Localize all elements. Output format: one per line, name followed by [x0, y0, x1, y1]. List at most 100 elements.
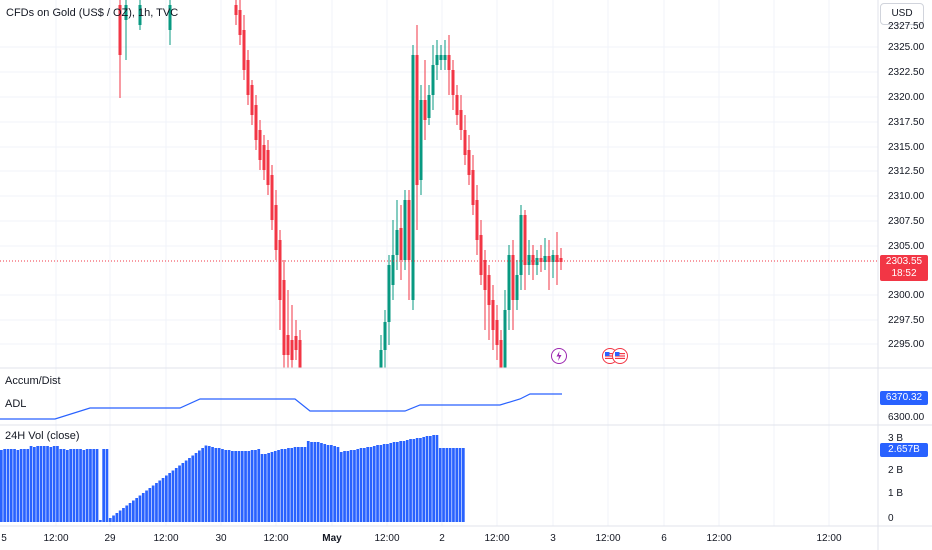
- volume-bar: [19, 449, 23, 522]
- volume-bar: [330, 445, 333, 522]
- volume-bar: [244, 451, 247, 522]
- volume-bar: [141, 493, 145, 522]
- price-axis-label: 2322.50: [888, 67, 925, 78]
- volume-bar: [188, 458, 191, 522]
- volume-bar: [409, 439, 412, 522]
- volume-bar: [379, 445, 383, 522]
- adl-series-label: ADL: [5, 398, 27, 410]
- volume-bar: [297, 447, 300, 522]
- volume-bar: [214, 448, 218, 522]
- volume-bar: [46, 446, 49, 522]
- volume-bar: [72, 449, 76, 522]
- candle-body: [471, 170, 475, 205]
- volume-bar: [29, 446, 33, 522]
- volume-axis-label: 3 B: [888, 433, 904, 444]
- candle-body: [451, 70, 455, 95]
- volume-bar: [313, 442, 317, 522]
- volume-bar: [277, 450, 280, 522]
- candle-body: [298, 340, 302, 368]
- volume-bar: [339, 452, 343, 522]
- candle-body: [254, 105, 258, 140]
- volume-bar: [300, 447, 303, 522]
- volume-bar: [6, 449, 10, 522]
- volume-bar: [273, 451, 277, 522]
- candle-body: [495, 320, 499, 345]
- candle-body: [234, 5, 238, 15]
- volume-bar: [191, 455, 195, 522]
- candle-body: [294, 336, 298, 350]
- volume-title[interactable]: 24H Vol (close): [5, 430, 80, 442]
- us-flag-event-icon[interactable]: [612, 348, 628, 364]
- candle-body: [403, 200, 407, 260]
- volume-axis-label: 2 B: [888, 465, 904, 476]
- volume-bar: [303, 447, 307, 522]
- volume-axis-label: 0: [888, 513, 894, 524]
- volume-bar: [290, 448, 294, 522]
- volume-bar: [207, 446, 211, 522]
- candle-body: [250, 85, 254, 115]
- volume-bar: [310, 442, 313, 522]
- accum-dist-title[interactable]: Accum/Dist: [5, 375, 61, 387]
- volume-bar: [293, 447, 297, 522]
- volume-bar: [445, 448, 449, 522]
- volume-bar: [165, 475, 168, 522]
- volume-bar: [56, 446, 59, 522]
- volume-bar: [75, 449, 79, 522]
- volume-bar: [3, 449, 6, 522]
- volume-bar: [174, 468, 178, 522]
- volume-bar: [227, 450, 231, 522]
- candle-body: [443, 55, 447, 60]
- candle-body: [270, 175, 274, 220]
- volume-bar: [155, 483, 158, 522]
- currency-button[interactable]: USD: [880, 3, 924, 25]
- volume-bar: [336, 447, 340, 522]
- volume-bar: [95, 449, 99, 522]
- volume-bar: [145, 490, 148, 522]
- candle-body: [559, 258, 563, 262]
- volume-bar: [158, 480, 162, 522]
- volume-bar: [438, 448, 442, 522]
- volume-bar: [49, 447, 53, 522]
- volume-bar: [82, 450, 86, 522]
- time-axis-label: 12:00: [706, 533, 732, 544]
- lightning-event-icon[interactable]: [551, 348, 567, 364]
- volume-bar: [349, 450, 353, 522]
- volume-bar: [267, 453, 270, 522]
- volume-bar: [108, 518, 112, 522]
- volume-bar: [204, 445, 208, 522]
- candle-body: [503, 310, 507, 368]
- candle-body: [379, 350, 383, 368]
- volume-bar: [316, 442, 320, 522]
- volume-bar: [363, 448, 366, 522]
- volume-bar: [254, 450, 257, 522]
- price-axis-label: 2320.00: [888, 92, 925, 103]
- candle-body: [507, 255, 511, 310]
- volume-bar: [79, 449, 82, 522]
- time-axis-label: 29: [104, 533, 116, 544]
- candle-body: [387, 265, 391, 322]
- candle-body: [555, 255, 559, 262]
- candle-body: [435, 55, 439, 65]
- candle-body: [439, 55, 443, 60]
- volume-bar: [231, 451, 234, 522]
- volume-bar: [396, 442, 399, 522]
- time-axis-label: 5: [1, 533, 7, 544]
- time-axis-label: 30: [215, 533, 227, 544]
- candle-body: [491, 300, 495, 330]
- price-axis-label: 2297.50: [888, 315, 925, 326]
- volume-bar: [399, 441, 402, 522]
- candle-body: [523, 215, 527, 265]
- candle-body: [499, 340, 503, 368]
- bar-countdown: 18:52: [891, 268, 917, 279]
- candle-body: [278, 240, 282, 300]
- volume-bar: [455, 448, 459, 522]
- candle-body: [286, 335, 290, 355]
- volume-bar: [257, 449, 261, 522]
- symbol-title[interactable]: CFDs on Gold (US$ / OZ), 1h, TVC: [6, 7, 179, 19]
- candle-body: [168, 5, 172, 30]
- volume-bar: [211, 447, 214, 522]
- volume-axis-label: 1 B: [888, 488, 904, 499]
- volume-bar: [366, 447, 369, 522]
- candle-body: [258, 130, 262, 160]
